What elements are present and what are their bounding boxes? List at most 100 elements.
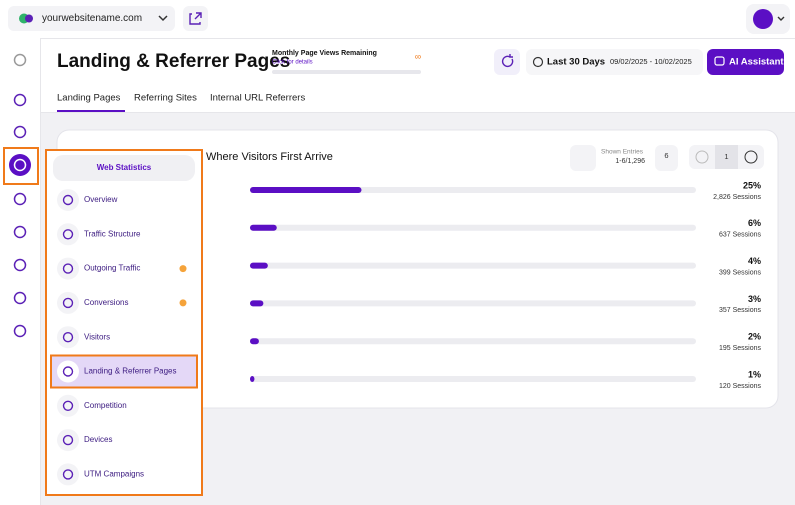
quota-value: ∞ (415, 51, 421, 61)
menu-header (53, 155, 195, 181)
date-range: 09/02/2025 - 10/02/2025 (610, 57, 692, 66)
date-picker[interactable] (526, 49, 703, 75)
quota-link: Click for details (272, 60, 313, 66)
page-number: 1 (724, 152, 728, 161)
next-button[interactable] (744, 150, 758, 164)
current-page (715, 145, 738, 169)
menu-icon (62, 263, 74, 274)
nav-icon[interactable] (13, 192, 27, 206)
ai-button-label: AI Assistant (729, 57, 784, 68)
ai-button[interactable] (707, 49, 784, 75)
sessions: 637 Sessions (719, 232, 762, 239)
refresh-button[interactable] (494, 49, 520, 75)
menu-item[interactable]: Landing & Referrer Pages (84, 367, 177, 376)
menu-icon (62, 297, 74, 309)
menu-item[interactable]: Visitors (84, 332, 110, 341)
menu-item[interactable]: Devices (84, 435, 112, 444)
menu-item[interactable]: Traffic Structure (84, 229, 141, 238)
nav-icon[interactable] (13, 324, 27, 338)
menu-icon-bg (57, 326, 79, 349)
nav-icon[interactable] (13, 225, 27, 239)
menu-icon (62, 332, 74, 343)
menu-icon (62, 194, 74, 206)
sessions: 2,826 Sessions (713, 194, 761, 201)
percent-label: 1% (748, 369, 761, 379)
badge (179, 265, 187, 273)
menu-title: Web Statistics (97, 163, 152, 172)
percent-label: 3% (748, 294, 761, 304)
sessions: 357 Sessions (719, 307, 762, 314)
menu-item[interactable]: Competition (84, 401, 127, 410)
sessions: 195 Sessions (719, 345, 762, 352)
menu-icon (62, 229, 74, 240)
bar (250, 300, 264, 307)
shown-entries: 1-6/1,296 (615, 158, 645, 165)
page-size[interactable] (655, 145, 678, 171)
bar-track (250, 262, 696, 269)
percent-label: 25% (743, 180, 761, 190)
shown-entries-label: Shown Entries (601, 149, 644, 156)
bar-track (250, 187, 696, 193)
menu-item[interactable]: Overview (84, 195, 118, 204)
menu-icon-bg (57, 223, 79, 246)
sessions: 120 Sessions (719, 383, 762, 390)
bar (250, 338, 259, 345)
tab[interactable]: Landing Pages (57, 93, 121, 104)
nav-icon[interactable] (13, 53, 27, 67)
nav-icon[interactable] (13, 258, 27, 272)
menu-icon (62, 434, 74, 446)
bar (250, 376, 255, 382)
percent-label: 2% (748, 332, 761, 342)
menu-item[interactable]: UTM Campaigns (84, 470, 144, 479)
menu-icon-bg (57, 189, 79, 211)
bar-track (250, 376, 696, 382)
bar (250, 187, 362, 193)
menu-icon-bg (57, 463, 79, 486)
bar-track (250, 338, 696, 345)
quota-title: Monthly Page Views Remaining (272, 50, 377, 57)
nav-icon[interactable] (9, 154, 31, 176)
icon (714, 56, 725, 66)
highlight (3, 147, 39, 185)
bar-track (250, 224, 696, 231)
page-size: 6 (664, 151, 668, 160)
bar (250, 262, 268, 269)
nav-icon[interactable] (13, 291, 27, 305)
menu-item-active (50, 354, 198, 389)
avatar (753, 9, 773, 29)
quota-bar (272, 70, 421, 74)
menu-icon (62, 400, 74, 411)
tab[interactable]: Referring Sites (134, 93, 197, 104)
icon (532, 56, 544, 68)
menu-icon-bg (57, 360, 79, 383)
page-title: Landing & Referrer Pages (57, 51, 290, 72)
menu-item[interactable]: Conversions (84, 298, 128, 307)
percent-label: 6% (748, 218, 761, 228)
menu-icon-bg (57, 394, 79, 417)
bar-track (250, 300, 696, 307)
icon (501, 54, 514, 68)
period: Last 30 Days (547, 57, 605, 68)
site-icon (25, 14, 33, 23)
menu-icon-bg (57, 257, 79, 280)
filter-button[interactable] (570, 145, 596, 171)
menu-item[interactable]: Outgoing Traffic (84, 264, 140, 273)
site-selector[interactable] (8, 6, 175, 31)
menu-icon-bg (57, 291, 79, 314)
chevron (158, 15, 168, 22)
nav-icon[interactable] (13, 125, 27, 139)
prev-button[interactable] (695, 150, 709, 164)
icon (189, 12, 202, 25)
badge (179, 299, 187, 307)
sidebar (0, 38, 40, 505)
sessions: 399 Sessions (719, 269, 762, 276)
menu-icon (62, 366, 74, 377)
percent-label: 4% (748, 256, 761, 266)
tab[interactable]: Internal URL Referrers (210, 93, 305, 104)
menu-icon-bg (57, 429, 79, 452)
chevron (777, 16, 785, 21)
nav-icon[interactable] (13, 158, 27, 172)
nav-icon[interactable] (13, 93, 27, 107)
site-name: yourwebsitename.com (42, 13, 142, 24)
